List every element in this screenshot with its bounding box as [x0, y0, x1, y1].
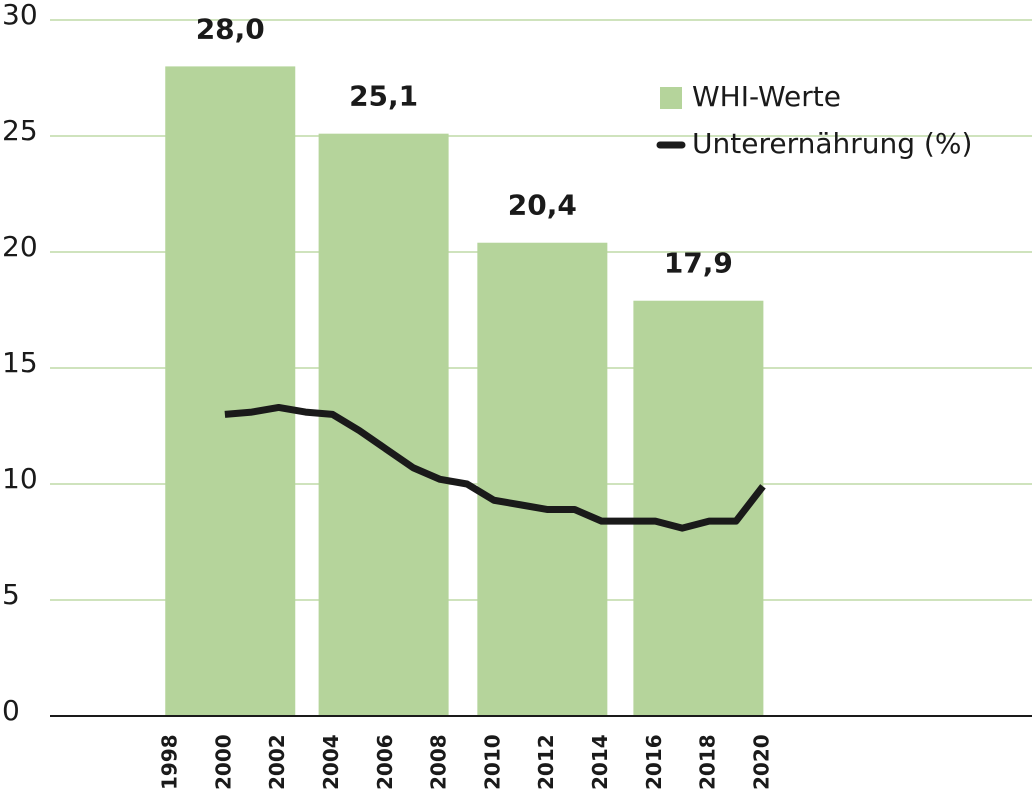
legend-label: WHI-Werte	[692, 80, 841, 113]
x-tick-label: 2004	[319, 734, 343, 790]
x-tick-label: 2018	[696, 734, 720, 790]
value-label: 25,1	[349, 80, 418, 113]
x-tick-label: 2000	[211, 734, 235, 790]
x-tick-label: 2010	[480, 734, 504, 790]
y-tick-label: 10	[2, 462, 38, 495]
x-tick-label: 2002	[265, 734, 289, 790]
value-label: 20,4	[508, 189, 577, 222]
bar	[318, 133, 449, 716]
x-tick-label: 2006	[373, 734, 397, 790]
x-tick-label: 2014	[588, 734, 612, 790]
y-tick-label: 30	[2, 0, 38, 31]
y-tick-label: 20	[2, 230, 38, 263]
x-tick-label: 2016	[642, 734, 666, 790]
y-tick-label: 5	[2, 578, 20, 611]
x-tick-label: 1998	[158, 734, 182, 790]
y-tick-label: 0	[2, 694, 20, 727]
legend-label: Unterernährung (%)	[692, 127, 972, 160]
value-label: 17,9	[664, 247, 733, 280]
value-label: 28,0	[196, 12, 265, 45]
x-tick-label: 2012	[534, 734, 558, 790]
y-tick-label: 25	[2, 114, 38, 147]
bar	[477, 242, 608, 716]
line	[224, 403, 766, 532]
x-tick-label: 2008	[427, 734, 451, 790]
y-tick-label: 15	[2, 346, 38, 379]
x-tick-label: 2020	[749, 734, 773, 790]
bar	[165, 66, 296, 716]
legend-swatch	[660, 87, 682, 109]
